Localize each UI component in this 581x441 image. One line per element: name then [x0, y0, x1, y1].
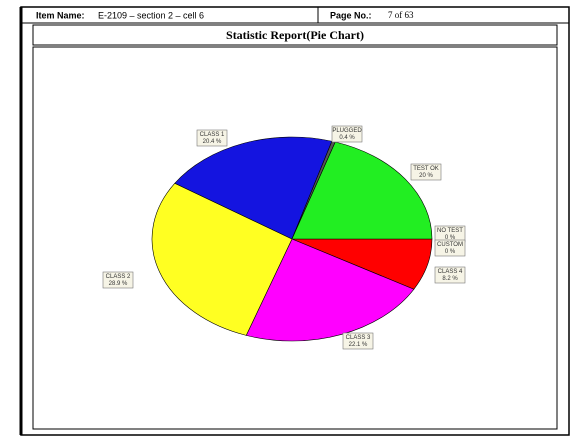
- label-box: [434, 266, 466, 284]
- slice-value-label: 0 %: [445, 235, 456, 241]
- label-box: [331, 125, 363, 143]
- slice-name: NO TEST: [437, 228, 463, 234]
- item-name-label: Item Name:: [36, 10, 85, 20]
- slice-name: CLASS 1: [200, 132, 225, 138]
- label-box: [434, 239, 466, 257]
- page-number: 7 of 63: [388, 10, 414, 20]
- pie-slice: [151, 182, 293, 336]
- label-box: [196, 129, 228, 147]
- pie-slice: [174, 136, 333, 240]
- label-box: [342, 332, 374, 350]
- slice-value-label: 0 %: [445, 249, 456, 255]
- title-box: [32, 24, 558, 46]
- item-name: E-2109 – section 2 – cell 6: [98, 10, 204, 20]
- slice-name: CLASS 3: [346, 335, 371, 341]
- pie-slice: [245, 238, 415, 342]
- slice-name: CLASS 4: [438, 269, 463, 275]
- slice-value-label: 0.4 %: [339, 135, 355, 141]
- slice-value-label: 8.2 %: [442, 276, 458, 282]
- slice-value-label: 20.4 %: [203, 139, 222, 145]
- slice-name: TEST OK: [413, 166, 439, 172]
- label-box: [102, 271, 134, 289]
- slice-name: PLUGGED: [332, 128, 362, 134]
- slice-value-label: 20 %: [419, 173, 433, 179]
- chart-title: Statistic Report(Pie Chart): [226, 28, 364, 42]
- slice-value-label: 22.1 %: [349, 342, 368, 348]
- slice-name: CUSTOM: [437, 242, 463, 248]
- slice-name: CLASS 2: [106, 274, 131, 280]
- plot-box: [32, 46, 558, 430]
- label-box: [410, 163, 442, 181]
- slice-value-label: 28.9 %: [109, 281, 128, 287]
- page-label: Page No.:: [330, 10, 372, 20]
- pie-slice: [291, 141, 433, 240]
